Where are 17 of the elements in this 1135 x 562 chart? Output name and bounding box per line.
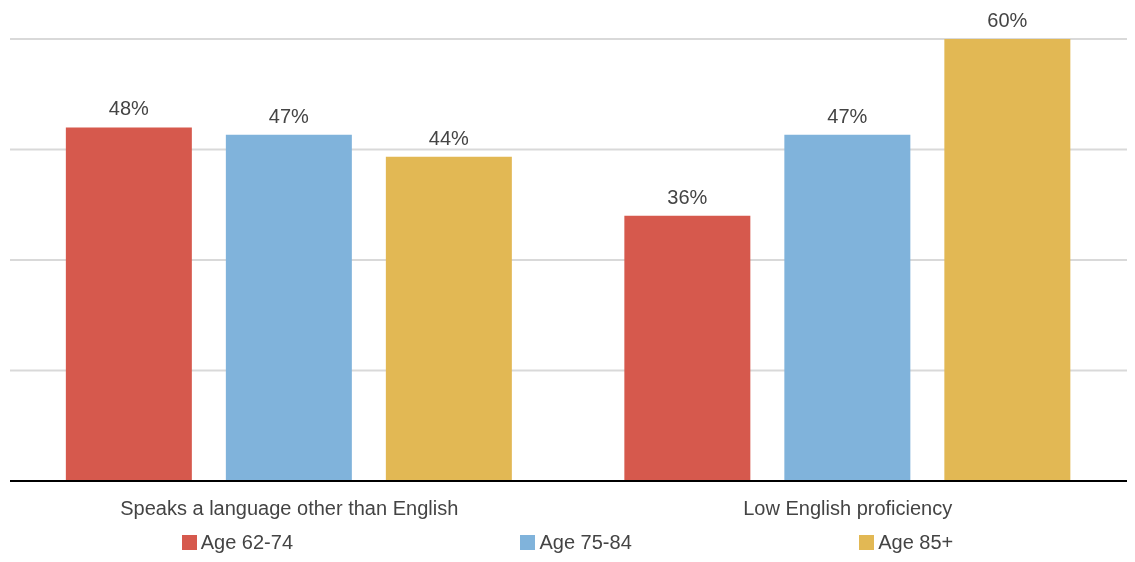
legend-label: Age 75-84 bbox=[538, 531, 632, 554]
data-label: 36% bbox=[667, 185, 708, 208]
bar bbox=[385, 156, 512, 481]
bar bbox=[225, 134, 352, 481]
bar bbox=[65, 127, 192, 481]
x-tick-label: Speaks a language other than English bbox=[120, 497, 459, 520]
legend-label: Age 62-74 bbox=[199, 531, 294, 554]
bar bbox=[624, 215, 751, 481]
data-label: 47% bbox=[827, 104, 868, 127]
data-label: 60% bbox=[987, 9, 1028, 31]
x-tick-label: Low English proficiency bbox=[743, 497, 953, 520]
data-label: 48% bbox=[108, 97, 150, 120]
legend-label: Age 85+ bbox=[877, 531, 954, 554]
data-label: 44% bbox=[428, 126, 470, 149]
bar bbox=[784, 134, 911, 481]
data-label: 47% bbox=[268, 104, 310, 127]
bar bbox=[944, 39, 1071, 481]
